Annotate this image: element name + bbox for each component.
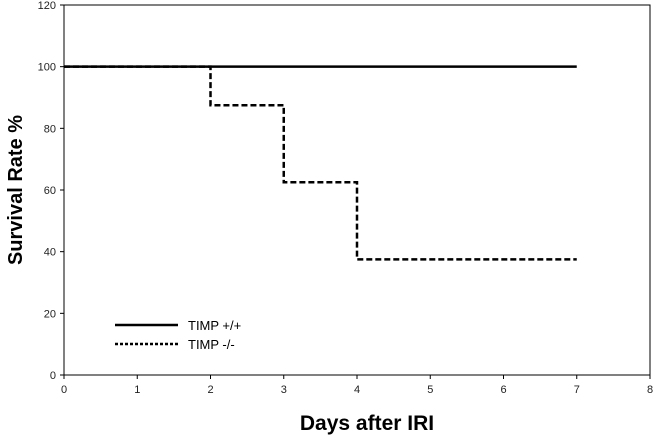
legend-label: TIMP +/+ [188, 318, 241, 333]
x-tick-label: 8 [647, 384, 653, 396]
y-axis-title: Survival Rate % [5, 115, 27, 265]
y-tick-label: 120 [38, 0, 56, 12]
x-axis-ticks: 0 1 2 3 4 5 6 7 8 [61, 375, 653, 396]
y-tick-label: 80 [44, 123, 56, 135]
y-tick-label: 0 [50, 370, 56, 382]
x-tick-label: 6 [500, 384, 506, 396]
series-line-timp-knockout [64, 65, 577, 261]
x-tick-label: 3 [281, 384, 287, 396]
x-tick-label: 4 [354, 384, 360, 396]
y-axis-ticks: 0 20 40 60 80 100 120 [38, 0, 64, 382]
x-tick-label: 0 [61, 384, 67, 396]
legend: TIMP +/+ TIMP -/- [115, 318, 241, 352]
x-axis-title: Days after IRI [300, 412, 434, 435]
y-tick-label: 40 [44, 247, 56, 259]
x-tick-label: 2 [207, 384, 213, 396]
series-layer [64, 65, 577, 261]
y-tick-label: 20 [44, 308, 56, 320]
x-tick-label: 5 [427, 384, 433, 396]
x-tick-label: 1 [134, 384, 140, 396]
y-tick-label: 100 [38, 62, 56, 74]
y-tick-label: 60 [44, 185, 56, 197]
legend-label: TIMP -/- [188, 337, 235, 352]
x-tick-label: 7 [574, 384, 580, 396]
